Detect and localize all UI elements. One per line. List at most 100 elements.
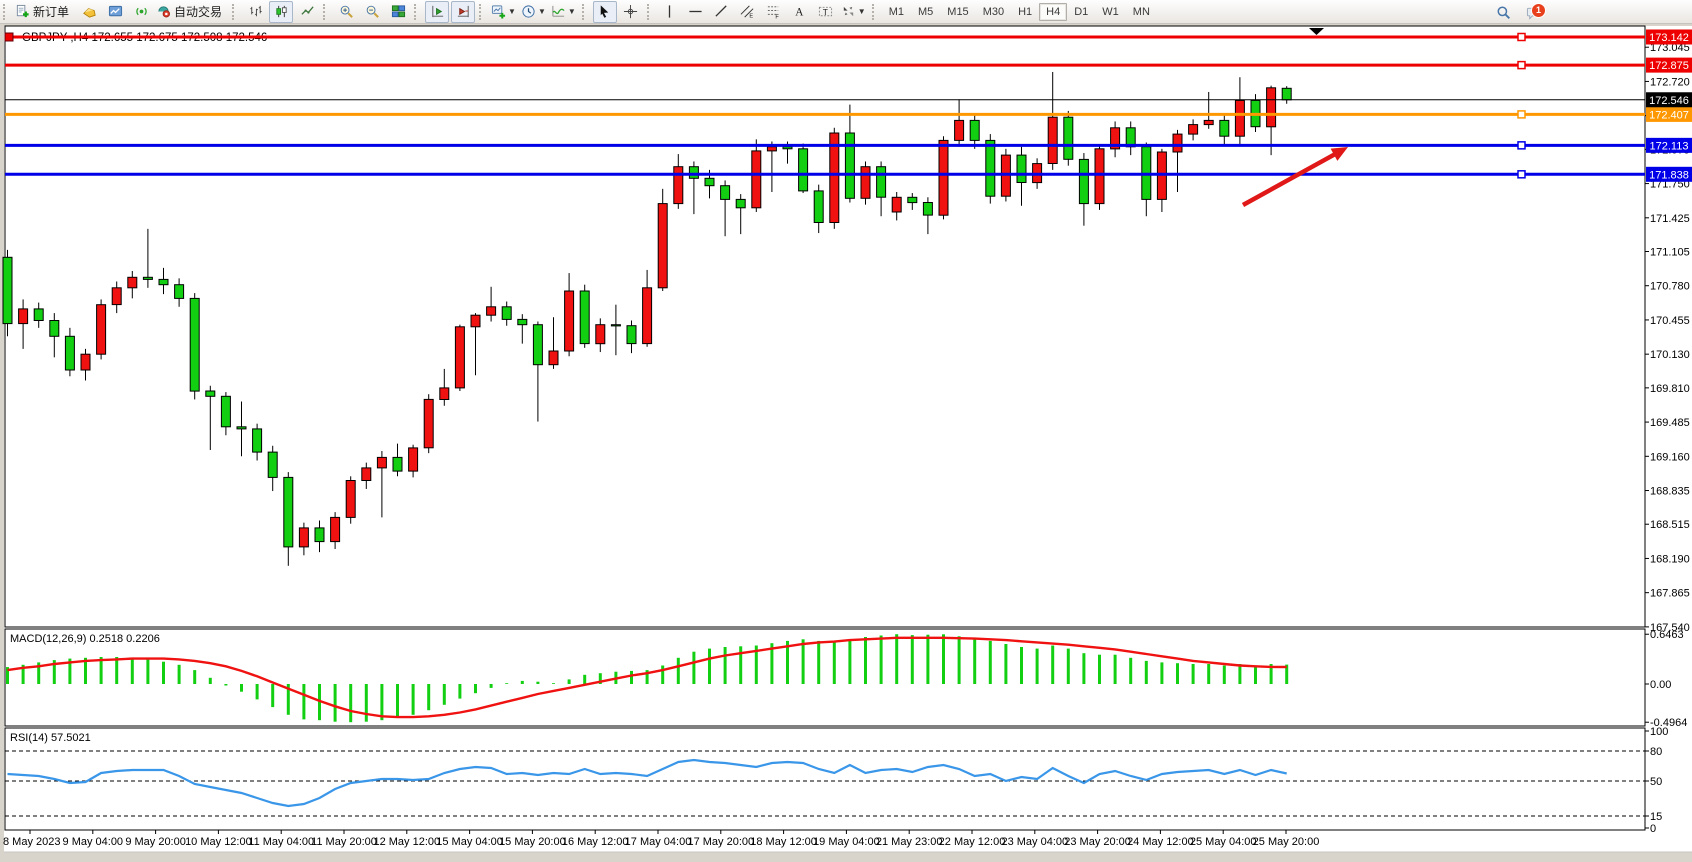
line-handle (1517, 32, 1526, 42)
candlestick (766, 146, 777, 152)
candlestick (610, 324, 621, 327)
svg-text:172.113: 172.113 (1650, 140, 1689, 152)
cursor-button[interactable] (592, 0, 617, 23)
fibonacci-button[interactable]: F (762, 1, 786, 23)
svg-text:172.720: 172.720 (1650, 76, 1690, 88)
candlestick (142, 276, 153, 280)
zoom-out-button[interactable] (360, 1, 384, 23)
line-chart-button[interactable] (295, 1, 319, 23)
candlestick (205, 390, 216, 397)
svg-text:0: 0 (1650, 823, 1656, 835)
horizontal-line-button[interactable] (684, 1, 708, 23)
toolbar-grip (232, 3, 238, 20)
candlestick (938, 139, 949, 216)
signals-button[interactable] (129, 1, 153, 23)
candlestick (454, 326, 465, 389)
timeframe-button-m15[interactable]: M15 (947, 5, 969, 18)
vertical-line-button[interactable] (658, 1, 682, 23)
tile-windows-button[interactable] (386, 1, 410, 23)
candlestick (392, 456, 403, 472)
signals-icon (134, 4, 149, 19)
candlestick-icon (274, 4, 289, 19)
svg-text:173.045: 173.045 (1650, 42, 1690, 54)
svg-text:24 May 12:00: 24 May 12:00 (1127, 836, 1194, 848)
svg-text:11 May 04:00: 11 May 04:00 (248, 836, 314, 848)
timeframe-button-h4[interactable]: H4 (1039, 2, 1068, 21)
candlestick (642, 287, 653, 345)
candlestick (720, 185, 731, 200)
fibonacci-icon: F (766, 4, 781, 19)
candlestick (626, 325, 637, 345)
arrows-icon (841, 4, 856, 19)
candlestick-button[interactable] (269, 0, 294, 23)
toolbar-grip (3, 3, 9, 20)
text-label-button[interactable]: T (814, 1, 838, 23)
toolbar-grip (646, 3, 653, 20)
candlestick (813, 190, 824, 223)
indicators-button[interactable]: ▼ (550, 1, 578, 23)
price-line-172.113[interactable] (5, 141, 1645, 150)
timeframe-button-m30[interactable]: M30 (982, 5, 1005, 18)
svg-text:A: A (796, 7, 805, 19)
candlestick (1110, 127, 1121, 150)
candlestick (158, 278, 169, 286)
price-badge-173.142: 173.142 (1646, 29, 1692, 45)
notifications-button[interactable]: 1 (1521, 1, 1546, 23)
text-button[interactable]: A (788, 1, 812, 23)
periods-button[interactable]: ▼ (520, 1, 548, 23)
period-clock-icon (521, 4, 536, 19)
time-axis: 8 May 2023 9 May 04:00 9 May 20:00 10 May 1… (3, 830, 1319, 848)
zoom-in-button[interactable] (334, 1, 358, 23)
candlestick (80, 353, 91, 371)
bar-chart-button[interactable] (243, 1, 267, 23)
search-button[interactable] (1491, 1, 1515, 23)
candlestick (1063, 116, 1074, 160)
price-line-173.142[interactable] (4, 32, 1645, 42)
price-line-171.838[interactable] (5, 170, 1645, 179)
price-line-172.875[interactable] (5, 60, 1645, 70)
price-line-172.407[interactable] (5, 110, 1645, 119)
svg-text:17 May 20:00: 17 May 20:00 (687, 836, 754, 848)
timeframe-button-w1[interactable]: W1 (1102, 5, 1119, 18)
svg-text:-0.4964: -0.4964 (1650, 717, 1687, 729)
svg-text:18 May 12:00: 18 May 12:00 (750, 836, 817, 848)
svg-text:15 May 04:00: 15 May 04:00 (436, 836, 503, 848)
candlestick (1281, 87, 1292, 101)
svg-text:0.00: 0.00 (1650, 679, 1671, 691)
market-watch-icon (82, 4, 97, 19)
arrows-button[interactable]: ▼ (840, 1, 868, 23)
timeframe-button-d1[interactable]: D1 (1074, 5, 1089, 18)
charts-button[interactable] (103, 1, 127, 23)
timeframe-button-m5[interactable]: M5 (918, 5, 934, 18)
equidistant-channel-button[interactable]: E (736, 1, 760, 23)
new-chart-button[interactable]: ▼ (490, 1, 518, 23)
timeframe-button-h1[interactable]: H1 (1018, 5, 1033, 18)
new-order-button[interactable]: 新订单 (14, 1, 75, 23)
text-label-icon: T (818, 4, 833, 19)
svg-text:23 May 04:00: 23 May 04:00 (1001, 836, 1068, 848)
toolbar-right-icons: 1 (1488, 0, 1548, 24)
chart-shift-button[interactable] (451, 0, 476, 23)
candlestick (673, 166, 684, 205)
timeframe-button-m1[interactable]: M1 (888, 5, 904, 18)
auto-scroll-button[interactable] (425, 0, 450, 23)
candlestick (486, 306, 497, 316)
crosshair-button[interactable] (619, 1, 643, 23)
candlestick (735, 198, 746, 209)
autotrading-button[interactable]: 自动交易 (155, 1, 228, 23)
price-badge-171.838: 171.838 (1646, 166, 1692, 182)
candlestick (1234, 99, 1245, 137)
rsi-line (7, 758, 1287, 808)
timeframe-button-mn[interactable]: MN (1132, 5, 1150, 18)
market-watch-button[interactable] (77, 1, 101, 23)
chart-shift-marker[interactable] (1309, 28, 1324, 35)
chevron-down-icon: ▼ (567, 7, 576, 16)
candlestick (423, 398, 434, 449)
candlestick (985, 139, 996, 197)
arrow-annotation[interactable] (1241, 147, 1348, 207)
candlestick (1188, 124, 1199, 135)
svg-text:169.810: 169.810 (1650, 383, 1690, 395)
trendline-button[interactable] (710, 1, 734, 23)
macd-label: MACD(12,26,9) 0.2518 0.2206 (10, 633, 160, 645)
